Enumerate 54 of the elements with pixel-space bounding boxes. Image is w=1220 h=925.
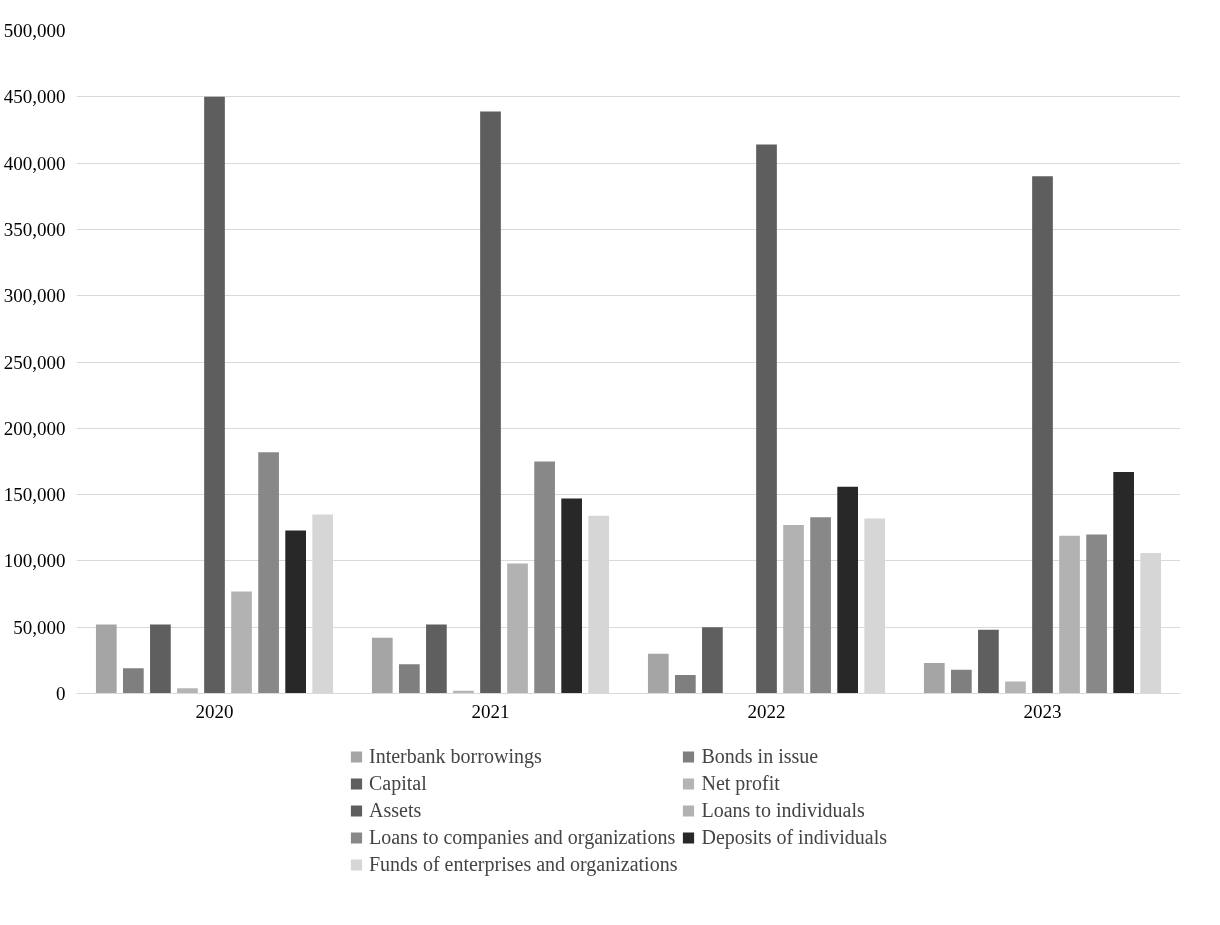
bar [756, 144, 777, 694]
y-tick-label: 250,000 [3, 351, 66, 373]
legend-label: Loans to individuals [701, 798, 865, 822]
legend-label: Loans to companies and organizations [368, 825, 676, 849]
y-tick-label: 150,000 [3, 484, 66, 506]
legend-label: Bonds in issue [701, 744, 819, 768]
y-tick-label: 500,000 [3, 20, 66, 41]
y-tick-label: 200,000 [3, 417, 66, 439]
y-tick-label: 400,000 [3, 152, 66, 174]
y-tick-label: 300,000 [3, 285, 66, 307]
bar [675, 674, 696, 694]
legend-label: Deposits of individuals [701, 825, 888, 849]
bar [702, 627, 723, 694]
bar [150, 624, 171, 694]
bar [1059, 535, 1080, 694]
bar [258, 452, 279, 694]
bar [810, 517, 831, 694]
x-tick-label: 2021 [471, 700, 510, 722]
bar [951, 669, 972, 694]
legend-label: Capital [368, 771, 427, 795]
x-tick-label: 2020 [195, 700, 234, 722]
bar [1005, 681, 1026, 694]
bar [507, 563, 528, 694]
y-tick-label: 50,000 [13, 616, 66, 638]
bar [371, 637, 393, 694]
bar [783, 525, 804, 694]
legend-label: Net profit [701, 771, 780, 795]
bar [647, 653, 669, 694]
bar [177, 688, 198, 694]
bar [1032, 176, 1053, 694]
bar [837, 486, 858, 694]
bar [534, 461, 555, 694]
bar [480, 111, 501, 694]
bar [978, 629, 999, 694]
bar [399, 664, 420, 694]
bar [1113, 472, 1134, 694]
bar [285, 530, 306, 694]
legend-label: Interbank borrowings [368, 744, 542, 768]
bar [426, 624, 447, 694]
bar [561, 498, 582, 694]
x-tick-label: 2022 [747, 700, 786, 722]
bar [923, 663, 945, 694]
legend-label: Assets [368, 798, 422, 822]
y-tick-label: 350,000 [3, 218, 66, 240]
y-tick-label: 100,000 [3, 550, 66, 572]
x-tick-label: 2023 [1023, 700, 1062, 722]
bar [1086, 534, 1107, 694]
y-tick-label: 0 [56, 683, 66, 704]
bar [204, 96, 225, 694]
y-tick-label: 450,000 [3, 86, 66, 108]
bar [123, 668, 144, 694]
bar [231, 591, 252, 694]
bar [95, 624, 117, 694]
legend-label: Funds of enterprises and organizations [368, 852, 678, 876]
